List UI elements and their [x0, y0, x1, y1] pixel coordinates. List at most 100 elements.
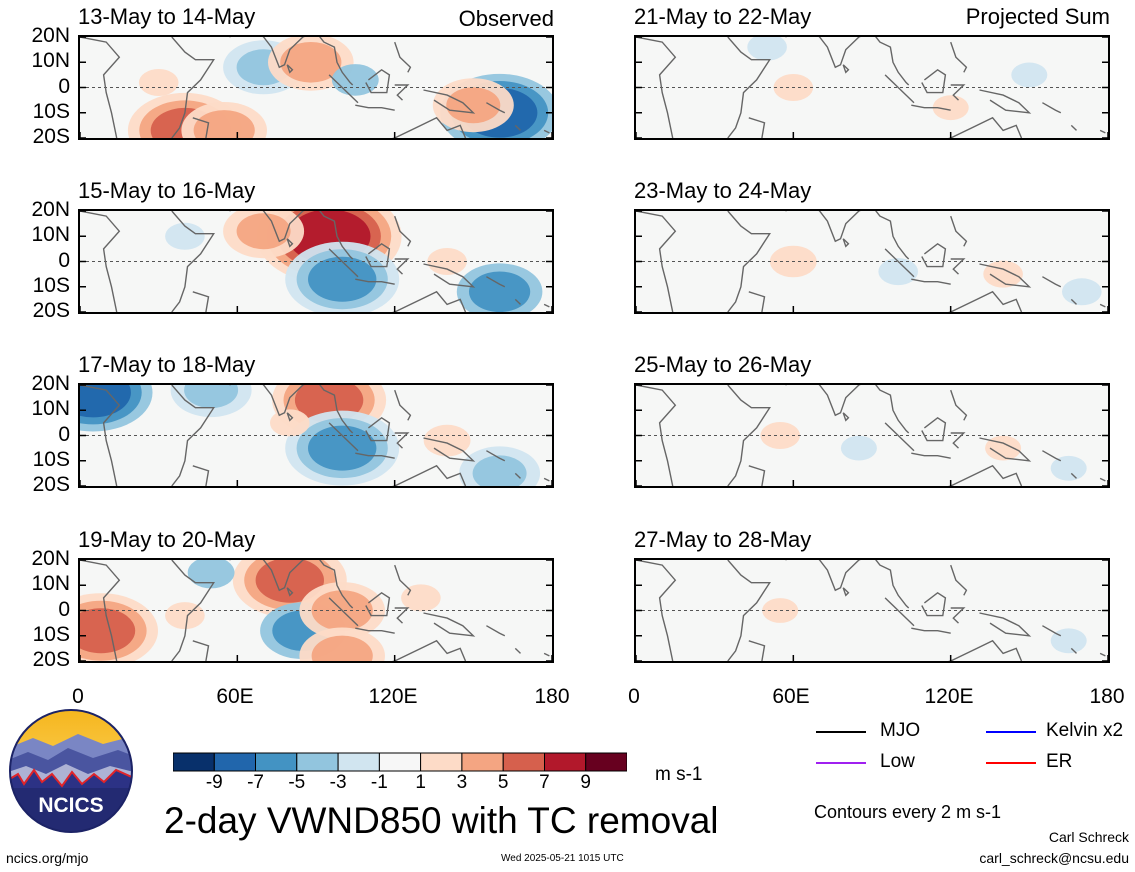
- panel-title-6: 25-May to 26-May: [634, 352, 812, 377]
- coastline-8: [365, 591, 391, 617]
- panel-title-5: 17-May to 18-May: [78, 352, 256, 377]
- colorbar-tick-2: -7: [247, 772, 264, 793]
- coastline-10: [950, 258, 966, 275]
- coastline-4: [229, 211, 354, 260]
- map-svg-6: [636, 385, 1108, 486]
- coastline-9: [394, 564, 412, 596]
- map-panel-4: [634, 209, 1110, 314]
- coastline-10: [950, 432, 966, 449]
- coastline-6: [328, 74, 359, 104]
- coastline-15: [1099, 652, 1106, 657]
- lat-label-2-5: 20S: [32, 299, 70, 322]
- lat-label-2-1: 20N: [31, 198, 70, 221]
- anomaly-5-5-level-2: [472, 455, 527, 486]
- coastline-1: [80, 385, 121, 486]
- author-email[interactable]: carl_schreck@ncsu.edu: [979, 850, 1129, 866]
- map-panel-8: [634, 558, 1110, 663]
- units-label: m s-1: [655, 764, 703, 785]
- coastline-11: [979, 612, 1032, 637]
- panel-title-3: 15-May to 16-May: [78, 178, 256, 203]
- coastline-9: [394, 389, 412, 421]
- lat-label-1-2: 10N: [31, 49, 70, 73]
- coastline-11: [979, 263, 1032, 288]
- coastline-15: [543, 303, 550, 308]
- map-panel-6: [634, 383, 1110, 488]
- coastline-15: [1099, 477, 1106, 482]
- coastline-5: [286, 587, 294, 597]
- colorbar-tick-4: -3: [329, 772, 347, 793]
- coastline-8: [921, 416, 947, 442]
- colorbar-box-3: [255, 752, 298, 772]
- coastline-14: [1070, 472, 1077, 479]
- colorbar-box-5: [337, 752, 380, 772]
- coastline-1: [80, 211, 121, 312]
- coastline-4: [785, 211, 910, 260]
- coastline-3: [748, 117, 766, 138]
- lat-label-4-1: 20N: [31, 547, 70, 570]
- panel-title-8: 27-May to 28-May: [634, 527, 812, 552]
- lon-tick-left-60e: 60E: [216, 685, 254, 708]
- map-panel-1: [78, 35, 554, 140]
- coastline-9: [394, 215, 412, 247]
- anomaly-3-3-level-2: [469, 271, 531, 312]
- legend-label-kelvin: Kelvin x2: [1046, 720, 1124, 741]
- coastline-1: [80, 37, 121, 138]
- colorbar-box-6: [378, 752, 422, 772]
- anomaly-8-2-level-1: [1050, 628, 1087, 654]
- anomaly-3-4-level-2: [236, 213, 291, 250]
- lat-label-3-1: 20N: [31, 372, 70, 395]
- legend-line-kelvin: [986, 731, 1036, 733]
- anomaly-6-4-level-1: [1050, 455, 1087, 481]
- coastline-9: [950, 41, 968, 73]
- colorbar-tick-6: 1: [415, 772, 426, 793]
- map-svg-1: [80, 37, 552, 138]
- lat-label-1-4: 10S: [32, 99, 70, 123]
- map-svg-4: [636, 211, 1108, 312]
- coastline-11: [423, 89, 476, 114]
- lon-tick-left-0: 0: [72, 685, 84, 708]
- anomaly-layer: [165, 211, 543, 312]
- coastline-12: [392, 464, 467, 486]
- legend-line-mjo: [816, 731, 866, 733]
- coastline-2: [171, 211, 215, 312]
- colorbar-box-8: [461, 752, 504, 772]
- colorbar: [173, 752, 627, 772]
- coastline-9: [950, 564, 968, 596]
- coastline-14: [514, 298, 521, 305]
- anomaly-7-5-level-2: [311, 635, 373, 661]
- coastline-8: [921, 242, 947, 268]
- coastline-2: [727, 385, 771, 486]
- coastline-8: [365, 242, 391, 268]
- map-svg-2: [636, 37, 1108, 138]
- coastline-7: [355, 278, 395, 285]
- coastline-15: [1099, 303, 1106, 308]
- anomaly-7-6-level-1: [187, 560, 235, 589]
- coastline-5: [286, 238, 294, 248]
- coastline-1: [636, 37, 677, 138]
- coastline-6: [328, 422, 359, 452]
- lat-label-1-1: 20N: [31, 24, 70, 47]
- anomaly-5-6-level-2: [184, 385, 239, 409]
- coastline-14: [1070, 124, 1077, 131]
- coastline-10: [394, 258, 410, 275]
- anomaly-1-2-level-2: [193, 110, 255, 138]
- colorbar-box-4: [296, 752, 339, 772]
- map-svg-5: [80, 385, 552, 486]
- panel-title-2: 21-May to 22-May: [634, 4, 812, 29]
- lat-label-1-3: 0: [58, 74, 70, 98]
- lat-label-4-5: 20S: [32, 648, 70, 671]
- coastline-10: [950, 84, 966, 101]
- anomaly-1-7-level-2: [446, 87, 501, 124]
- coastline-10: [394, 84, 410, 101]
- anomaly-5-1-level-3: [80, 385, 131, 418]
- website-link[interactable]: ncics.org/mjo: [6, 850, 89, 866]
- anomaly-2-2-level-1: [747, 37, 787, 61]
- coastline-5: [286, 412, 294, 422]
- anomaly-6-2-level-1: [840, 435, 877, 461]
- anomaly-3-2-level-3: [308, 256, 377, 302]
- colorbar-box-7: [420, 752, 463, 772]
- anomaly-4-2-level-1: [878, 258, 918, 286]
- coastline-15: [543, 652, 550, 657]
- coastline-2: [171, 385, 215, 486]
- coastline-4: [785, 385, 910, 434]
